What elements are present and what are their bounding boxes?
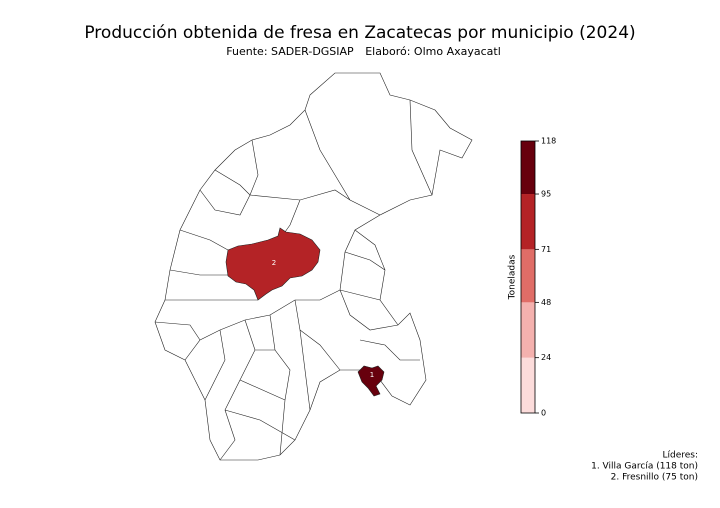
municipality-rank-label: 1 xyxy=(370,371,374,379)
subtitle-source: Fuente: SADER-DGSIAP xyxy=(226,45,354,58)
municipality-fill xyxy=(225,227,321,301)
colorbar: 0 24 48 71 95 118 xyxy=(520,137,556,418)
colorbar-tick-label: 95 xyxy=(541,190,551,199)
colorbar-segment xyxy=(521,194,535,250)
highlighted-municipalities: 12 xyxy=(225,227,385,397)
title: Producción obtenida de fresa en Zacateca… xyxy=(84,23,635,43)
subtitle-author: Elaboró: Olmo Axayacatl xyxy=(365,45,501,58)
eastern-borders xyxy=(339,229,420,361)
municipal-borders xyxy=(154,99,433,461)
colorbar-segment xyxy=(521,302,535,358)
municipality-fill xyxy=(357,365,385,397)
colorbar-segment xyxy=(521,141,535,195)
leader-entry: 1. Villa García (118 ton) xyxy=(591,462,698,472)
colorbar-segment xyxy=(521,357,535,413)
leader-entry: 2. Fresnillo (75 ton) xyxy=(611,473,698,483)
colorbar-label: Toneladas xyxy=(508,254,518,300)
colorbar-tick-label: 24 xyxy=(541,353,551,362)
colorbar-tick-label: 118 xyxy=(541,137,556,146)
leaders-title: Líderes: xyxy=(662,451,698,461)
colorbar-tick-label: 71 xyxy=(541,245,551,254)
colorbar-tick-label: 48 xyxy=(541,298,551,307)
colorbar-segment xyxy=(521,249,535,303)
colorbar-tick-label: 0 xyxy=(541,409,546,418)
municipality-rank-label: 2 xyxy=(272,259,276,267)
colorbar-frame xyxy=(520,140,536,414)
